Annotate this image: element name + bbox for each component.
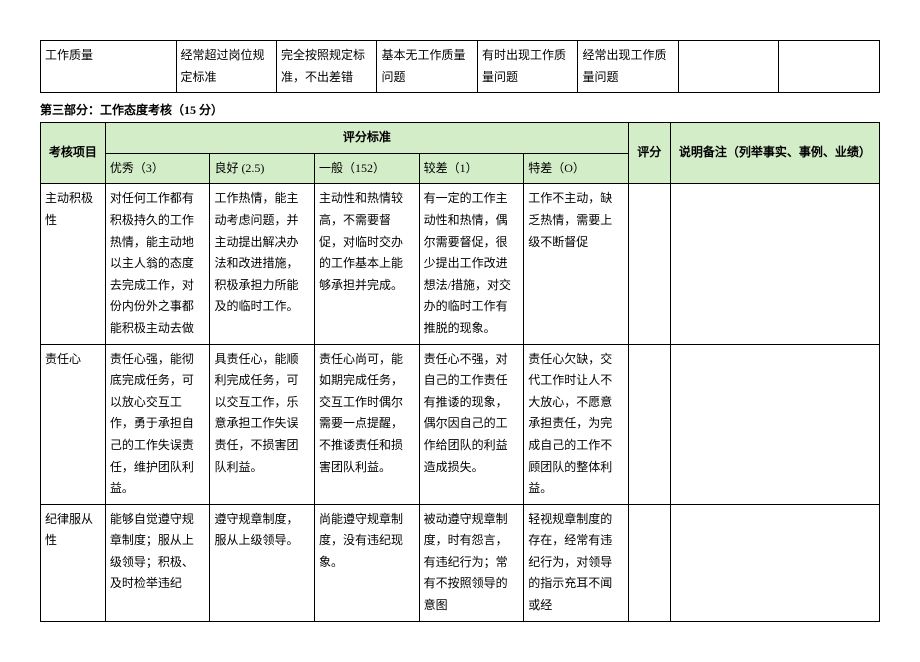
row-s4: 责任心不强，对自己的工作责任有推诿的现象，偶尔因自己的工作给团队的利益造成损失。 xyxy=(419,344,524,504)
row-item: 主动积极性 xyxy=(41,184,106,344)
table-row: 纪律服从性 能够自觉遵守规章制度；服从上级领导；积极、及时检举违纪 遵守规章制度… xyxy=(41,504,880,621)
row-score xyxy=(628,184,670,344)
header-item: 考核项目 xyxy=(41,123,106,184)
header-s5: 特差（O） xyxy=(524,153,629,184)
cell: 基本无工作质量问题 xyxy=(377,41,477,93)
row-s5: 工作不主动，缺乏热情，需要上级不断督促 xyxy=(524,184,629,344)
row-s4: 有一定的工作主动性和热情，偶尔需要督促，很少提出工作改进想法/措施，对交办的临时… xyxy=(419,184,524,344)
table-row: 主动积极性 对任何工作都有积极持久的工作热情，能主动地以主人翁的态度去完成工作，… xyxy=(41,184,880,344)
row-s2: 工作热情，能主动考虑问题，并主动提出解决办法和改进措施，积极承担力所能及的临时工… xyxy=(210,184,315,344)
row-s3: 责任心尚可，能如期完成任务，交互工作时偶尔需要一点提醒，不推诿责任和损害团队利益… xyxy=(315,344,420,504)
cell: 经常出现工作质量问题 xyxy=(578,41,678,93)
cell: 经常超过岗位规定标准 xyxy=(176,41,276,93)
row-item: 责任心 xyxy=(41,344,106,504)
cell-item: 工作质量 xyxy=(41,41,177,93)
row-s1: 责任心强，能彻底完成任务，可以放心交互工作，勇于承担自己的工作失误责任，维护团队… xyxy=(105,344,210,504)
cell: 有时出现工作质量问题 xyxy=(477,41,577,93)
row-score xyxy=(628,504,670,621)
table-row: 工作质量 经常超过岗位规定标准 完全按照规定标准，不出差错 基本无工作质量问题 … xyxy=(41,41,880,93)
row-s4: 被动遵守规章制度，时有怨言，有违纪行为；常有不按照领导的意图 xyxy=(419,504,524,621)
header-score: 评分 xyxy=(628,123,670,184)
header-note: 说明备注（列举事实、事例、业绩） xyxy=(670,123,879,184)
attitude-table: 考核项目 评分标准 评分 说明备注（列举事实、事例、业绩） 优秀（3） 良好 (… xyxy=(40,122,880,621)
row-s1: 对任何工作都有积极持久的工作热情，能主动地以主人翁的态度去完成工作，对份内份外之… xyxy=(105,184,210,344)
row-s3: 尚能遵守规章制度，没有违纪现象。 xyxy=(315,504,420,621)
row-s2: 遵守规章制度，服从上级领导。 xyxy=(210,504,315,621)
cell: 完全按照规定标准，不出差错 xyxy=(276,41,376,93)
row-score xyxy=(628,344,670,504)
row-item: 纪律服从性 xyxy=(41,504,106,621)
row-s5: 轻视规章制度的存在，经常有违纪行为，对领导的指示充耳不闻或经 xyxy=(524,504,629,621)
header-s1: 优秀（3） xyxy=(105,153,210,184)
section-title: 第三部分：工作态度考核（15 分） xyxy=(40,101,880,118)
row-note xyxy=(670,184,879,344)
row-s3: 主动性和热情较高，不需要督促，对临时交办的工作基本上能够承担并完成。 xyxy=(315,184,420,344)
cell xyxy=(678,41,778,93)
row-note xyxy=(670,504,879,621)
header-s2: 良好 (2.5) xyxy=(210,153,315,184)
cell xyxy=(779,41,880,93)
header-criteria: 评分标准 xyxy=(105,123,628,154)
row-s1: 能够自觉遵守规章制度；服从上级领导；积极、及时检举违纪 xyxy=(105,504,210,621)
header-s3: 一般（152） xyxy=(315,153,420,184)
quality-table: 工作质量 经常超过岗位规定标准 完全按照规定标准，不出差错 基本无工作质量问题 … xyxy=(40,40,880,93)
row-s5: 责任心欠缺，交代工作时让人不大放心，不愿意承担责任，为完成自己的工作不顾团队的整… xyxy=(524,344,629,504)
table-row: 责任心 责任心强，能彻底完成任务，可以放心交互工作，勇于承担自己的工作失误责任，… xyxy=(41,344,880,504)
row-s2: 具责任心，能顺利完成任务，可以交互工作，乐意承担工作失误责任，不损害团队利益。 xyxy=(210,344,315,504)
header-row-1: 考核项目 评分标准 评分 说明备注（列举事实、事例、业绩） xyxy=(41,123,880,154)
row-note xyxy=(670,344,879,504)
header-s4: 较差（1） xyxy=(419,153,524,184)
